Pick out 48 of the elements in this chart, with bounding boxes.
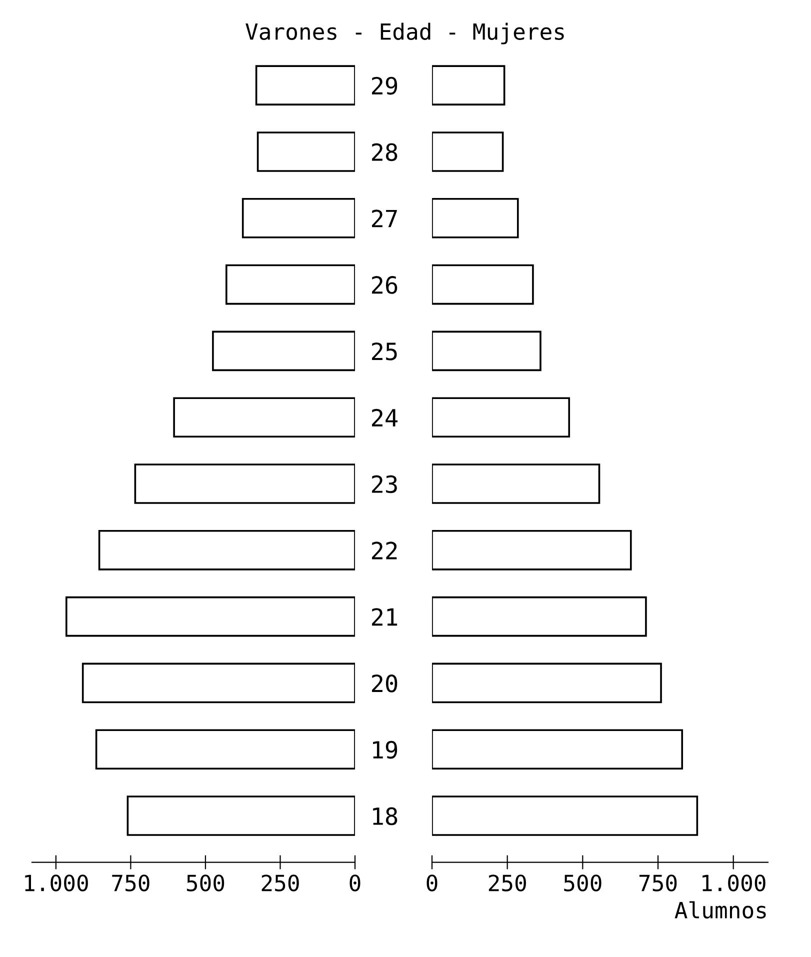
bar bbox=[95, 729, 355, 770]
bar bbox=[173, 397, 355, 438]
y-tick-label: 19 bbox=[373, 740, 398, 759]
bar bbox=[82, 662, 355, 704]
y-tick-label: 27 bbox=[372, 210, 397, 228]
y-tick-label: 22 bbox=[372, 542, 397, 560]
text: Varones - Edad - Mujeres bbox=[246, 22, 564, 44]
bar bbox=[432, 796, 698, 836]
x-tick-label: 250 bbox=[262, 874, 299, 892]
x-axis-title: Alumnos bbox=[674, 901, 766, 919]
y-tick-label: 29 bbox=[372, 76, 398, 95]
y-tick-label: 23 bbox=[372, 475, 397, 494]
bar bbox=[225, 264, 355, 305]
bar bbox=[432, 264, 534, 305]
y-tick-label: 25 bbox=[372, 342, 397, 360]
bar bbox=[432, 530, 632, 570]
bar bbox=[432, 662, 662, 704]
bar bbox=[65, 596, 355, 637]
y-tick-label: 18 bbox=[373, 807, 398, 826]
bar bbox=[242, 198, 355, 238]
y-tick-label: 26 bbox=[372, 276, 398, 294]
y-tick-label: 21 bbox=[372, 608, 398, 626]
x-tick-label: 750 bbox=[112, 874, 150, 892]
bar bbox=[432, 397, 570, 438]
y-tick-label: 24 bbox=[372, 408, 398, 426]
x-tick-label: 500 bbox=[564, 874, 602, 892]
bar bbox=[432, 596, 647, 637]
bar bbox=[98, 530, 355, 570]
x-tick-label: 0 bbox=[350, 874, 360, 892]
y-tick-label: 20 bbox=[372, 674, 398, 692]
bar bbox=[432, 132, 504, 172]
x-tick-label: 750 bbox=[639, 874, 677, 892]
bar bbox=[212, 330, 355, 372]
x-tick-label: 0 bbox=[426, 874, 438, 892]
x-tick-label: 250 bbox=[488, 874, 526, 892]
x-tick-label: 1.000 bbox=[25, 874, 88, 892]
x-tick-label: 500 bbox=[186, 874, 224, 892]
bar bbox=[134, 464, 355, 504]
bar bbox=[256, 132, 355, 172]
bar bbox=[126, 796, 355, 836]
bar bbox=[432, 330, 542, 372]
bar bbox=[432, 198, 519, 238]
bar bbox=[432, 65, 506, 106]
bar bbox=[255, 65, 355, 106]
y-tick-label: 28 bbox=[372, 143, 398, 162]
bar bbox=[432, 729, 684, 770]
x-tick-label: 1.000 bbox=[702, 874, 766, 892]
bar bbox=[432, 464, 600, 504]
